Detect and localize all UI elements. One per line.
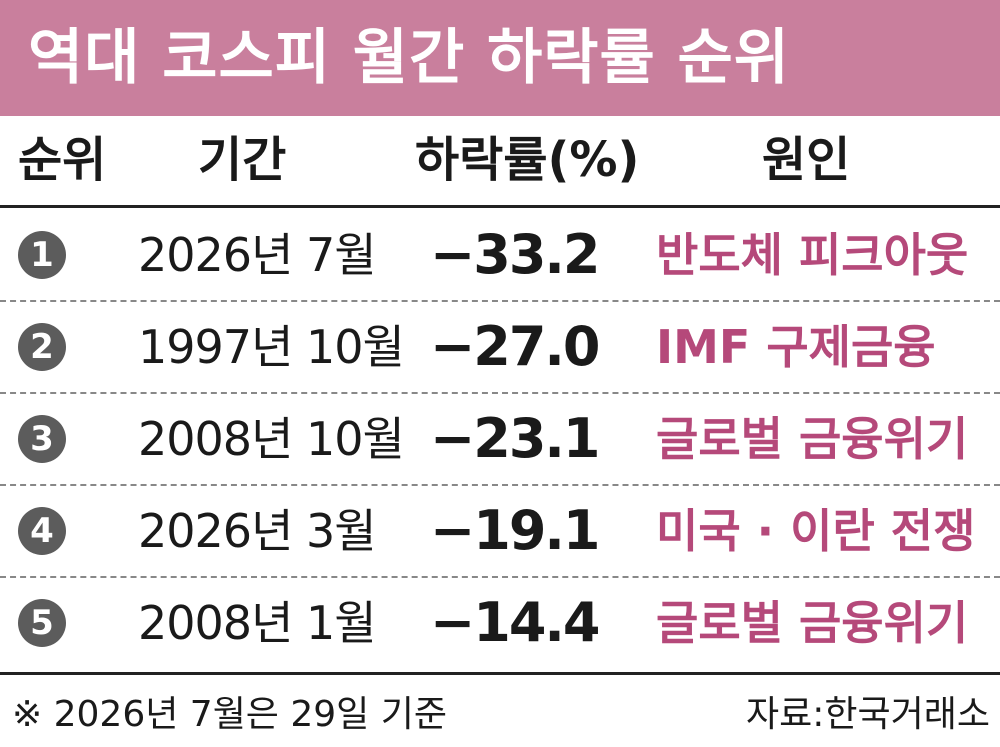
header-divider (0, 205, 1000, 208)
period-cell: 1997년 10월 (138, 320, 405, 374)
table-row: 4 2026년 3월 −19.1 미국 · 이란 전쟁 (0, 486, 1000, 576)
column-header-rate: 하락률(%) (415, 132, 640, 188)
rate-cell: −27.0 (430, 315, 600, 378)
column-header-rank: 순위 (18, 132, 107, 188)
rate-cell: −33.2 (430, 223, 600, 286)
table-row: 5 2008년 1월 −14.4 글로벌 금융위기 (0, 578, 1000, 668)
period-cell: 2008년 1월 (138, 596, 377, 650)
row-divider (0, 576, 1000, 578)
table-header: 순위 기간 하락률(%) 원인 (0, 116, 1000, 206)
column-header-cause: 원인 (762, 132, 851, 188)
row-divider (0, 392, 1000, 394)
footnote: ※ 2026년 7월은 29일 기준 (12, 694, 447, 735)
page-title: 역대 코스피 월간 하락률 순위 (28, 23, 790, 93)
table-bottom-rule (0, 672, 1000, 675)
title-bar: 역대 코스피 월간 하락률 순위 (0, 0, 1000, 116)
rate-cell: −14.4 (430, 591, 600, 654)
cause-cell: IMF 구제금융 (656, 320, 936, 374)
rate-cell: −19.1 (430, 499, 600, 562)
rank-badge: 3 (18, 415, 66, 463)
cause-cell: 반도체 피크아웃 (656, 228, 969, 282)
rate-cell: −23.1 (430, 407, 600, 470)
period-cell: 2008년 10월 (138, 412, 405, 466)
rank-badge: 5 (18, 599, 66, 647)
table-row: 3 2008년 10월 −23.1 글로벌 금융위기 (0, 394, 1000, 484)
cause-cell: 글로벌 금융위기 (656, 596, 969, 650)
rank-badge: 1 (18, 231, 66, 279)
row-divider (0, 484, 1000, 486)
table-row: 2 1997년 10월 −27.0 IMF 구제금융 (0, 302, 1000, 392)
table-row: 1 2026년 7월 −33.2 반도체 피크아웃 (0, 210, 1000, 300)
cause-cell: 미국 · 이란 전쟁 (656, 504, 976, 558)
rank-badge: 4 (18, 507, 66, 555)
row-divider (0, 300, 1000, 302)
cause-cell: 글로벌 금융위기 (656, 412, 969, 466)
rank-badge: 2 (18, 323, 66, 371)
column-header-period: 기간 (198, 132, 287, 188)
source-credit: 자료:한국거래소 (746, 694, 990, 735)
period-cell: 2026년 7월 (138, 228, 377, 282)
period-cell: 2026년 3월 (138, 504, 377, 558)
